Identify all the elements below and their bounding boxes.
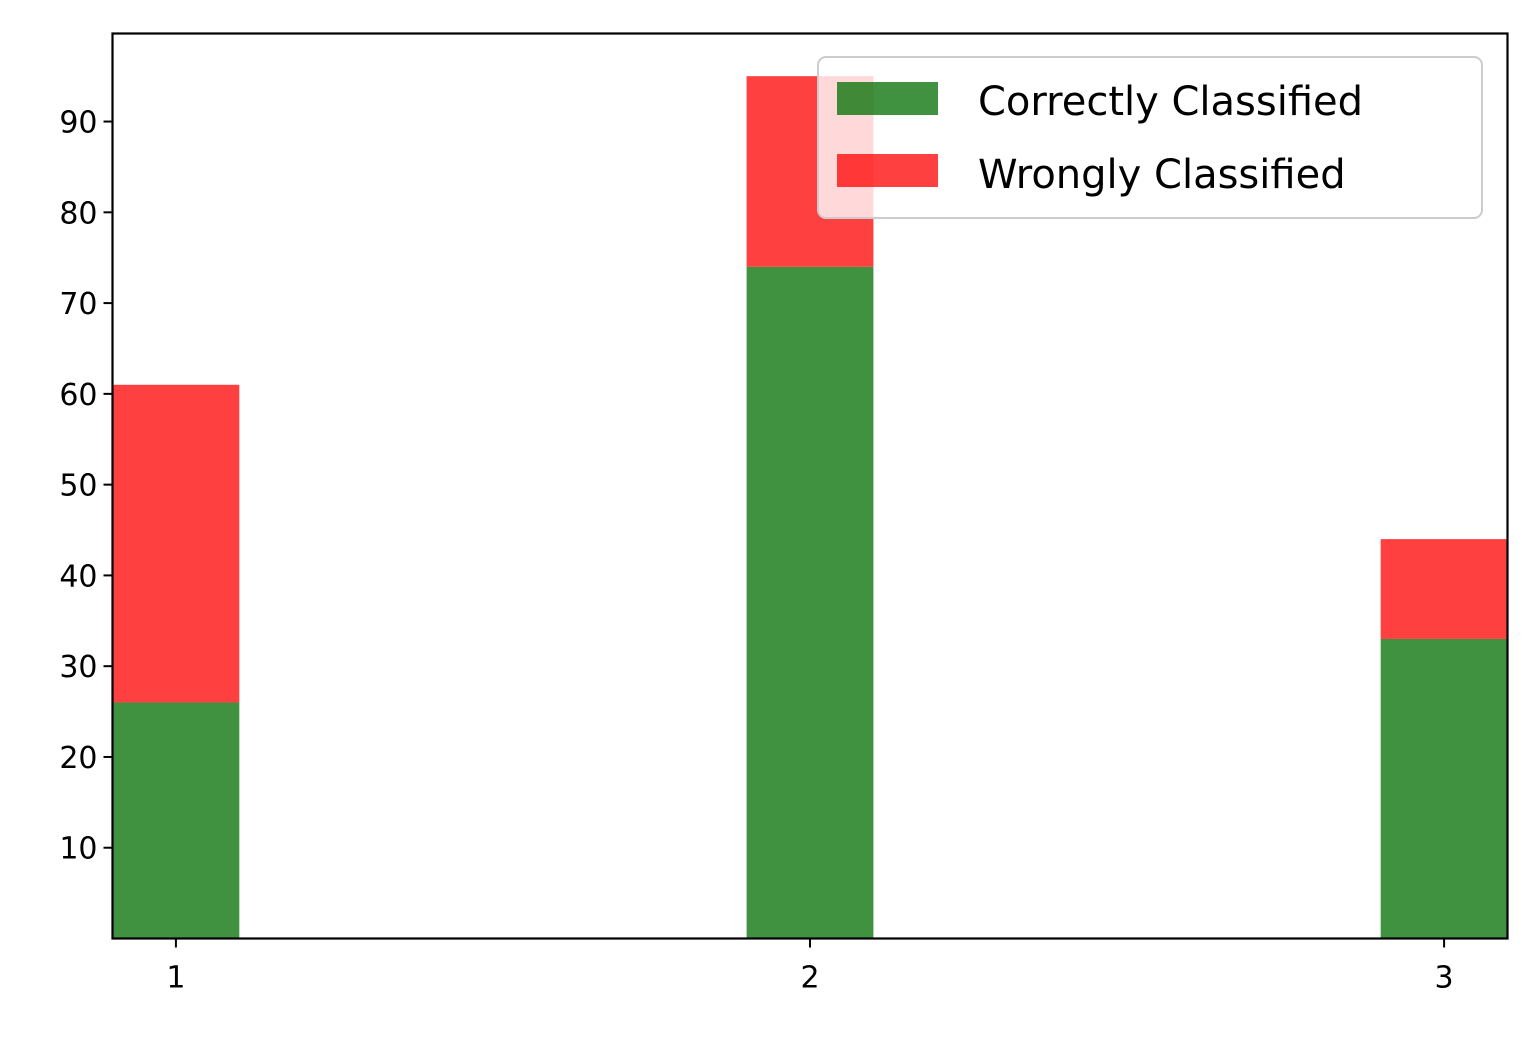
legend-label-correct: Correctly Classified: [978, 79, 1363, 125]
y-tick-label: 80: [59, 196, 97, 231]
y-axis: 10 20 30 40 50 60 70 80 90: [59, 106, 113, 867]
x-tick-label: 3: [1435, 961, 1454, 996]
y-tick-label: 50: [59, 469, 97, 504]
y-tick-label: 70: [59, 287, 97, 322]
y-tick-label: 30: [59, 650, 97, 685]
legend-swatch-correct: [837, 82, 938, 115]
y-tick-label: 10: [59, 832, 97, 867]
bar-wrong-1: [112, 384, 240, 703]
legend-frame: [817, 56, 1483, 219]
y-tick-label: 20: [59, 741, 97, 776]
legend: Correctly Classified Wrongly Classified: [817, 56, 1483, 219]
legend-swatch-wrong: [837, 154, 938, 187]
bar-correct-1: [112, 702, 240, 939]
bar-correct-2: [746, 266, 874, 939]
y-tick-label: 90: [59, 106, 97, 141]
bar-correct-3: [1380, 638, 1508, 939]
x-axis: 1 2 3: [166, 938, 1454, 996]
x-tick-label: 1: [166, 961, 185, 996]
legend-label-wrong: Wrongly Classified: [978, 152, 1346, 198]
y-tick-label: 40: [59, 559, 97, 594]
bar-wrong-3: [1380, 539, 1508, 639]
x-tick-label: 2: [800, 961, 819, 996]
y-tick-label: 60: [59, 378, 97, 413]
